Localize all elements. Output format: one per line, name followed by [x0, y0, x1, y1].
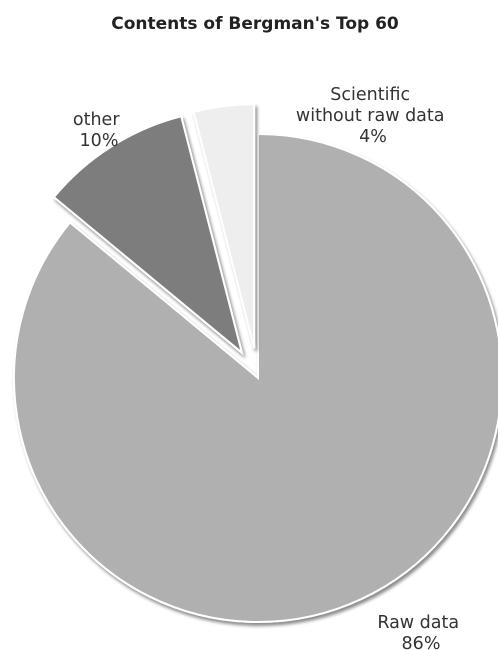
slice-label-raw-data: Raw data 86%: [377, 613, 464, 650]
slice-label-raw-data-name: Raw data: [377, 613, 459, 633]
slice-label-other: other 10%: [73, 110, 125, 151]
slice-label-scientific-value: 4%: [359, 127, 387, 147]
pie-slice-other: [52, 115, 244, 356]
slice-label-scientific: Scientific without raw data 4%: [296, 85, 450, 147]
pie-slice-scientific: [192, 103, 256, 349]
slice-label-scientific-name-2: without raw data: [296, 106, 445, 126]
pie-slice-raw-data: [13, 132, 498, 623]
pie-slices: [13, 103, 498, 623]
slice-label-other-value: 10%: [80, 131, 119, 151]
slice-label-scientific-name-1: Scientific: [330, 85, 410, 105]
slice-label-other-name: other: [73, 110, 120, 130]
chart-title: Contents of Bergman's Top 60: [111, 14, 399, 34]
slice-label-raw-data-value: 86%: [402, 634, 441, 650]
